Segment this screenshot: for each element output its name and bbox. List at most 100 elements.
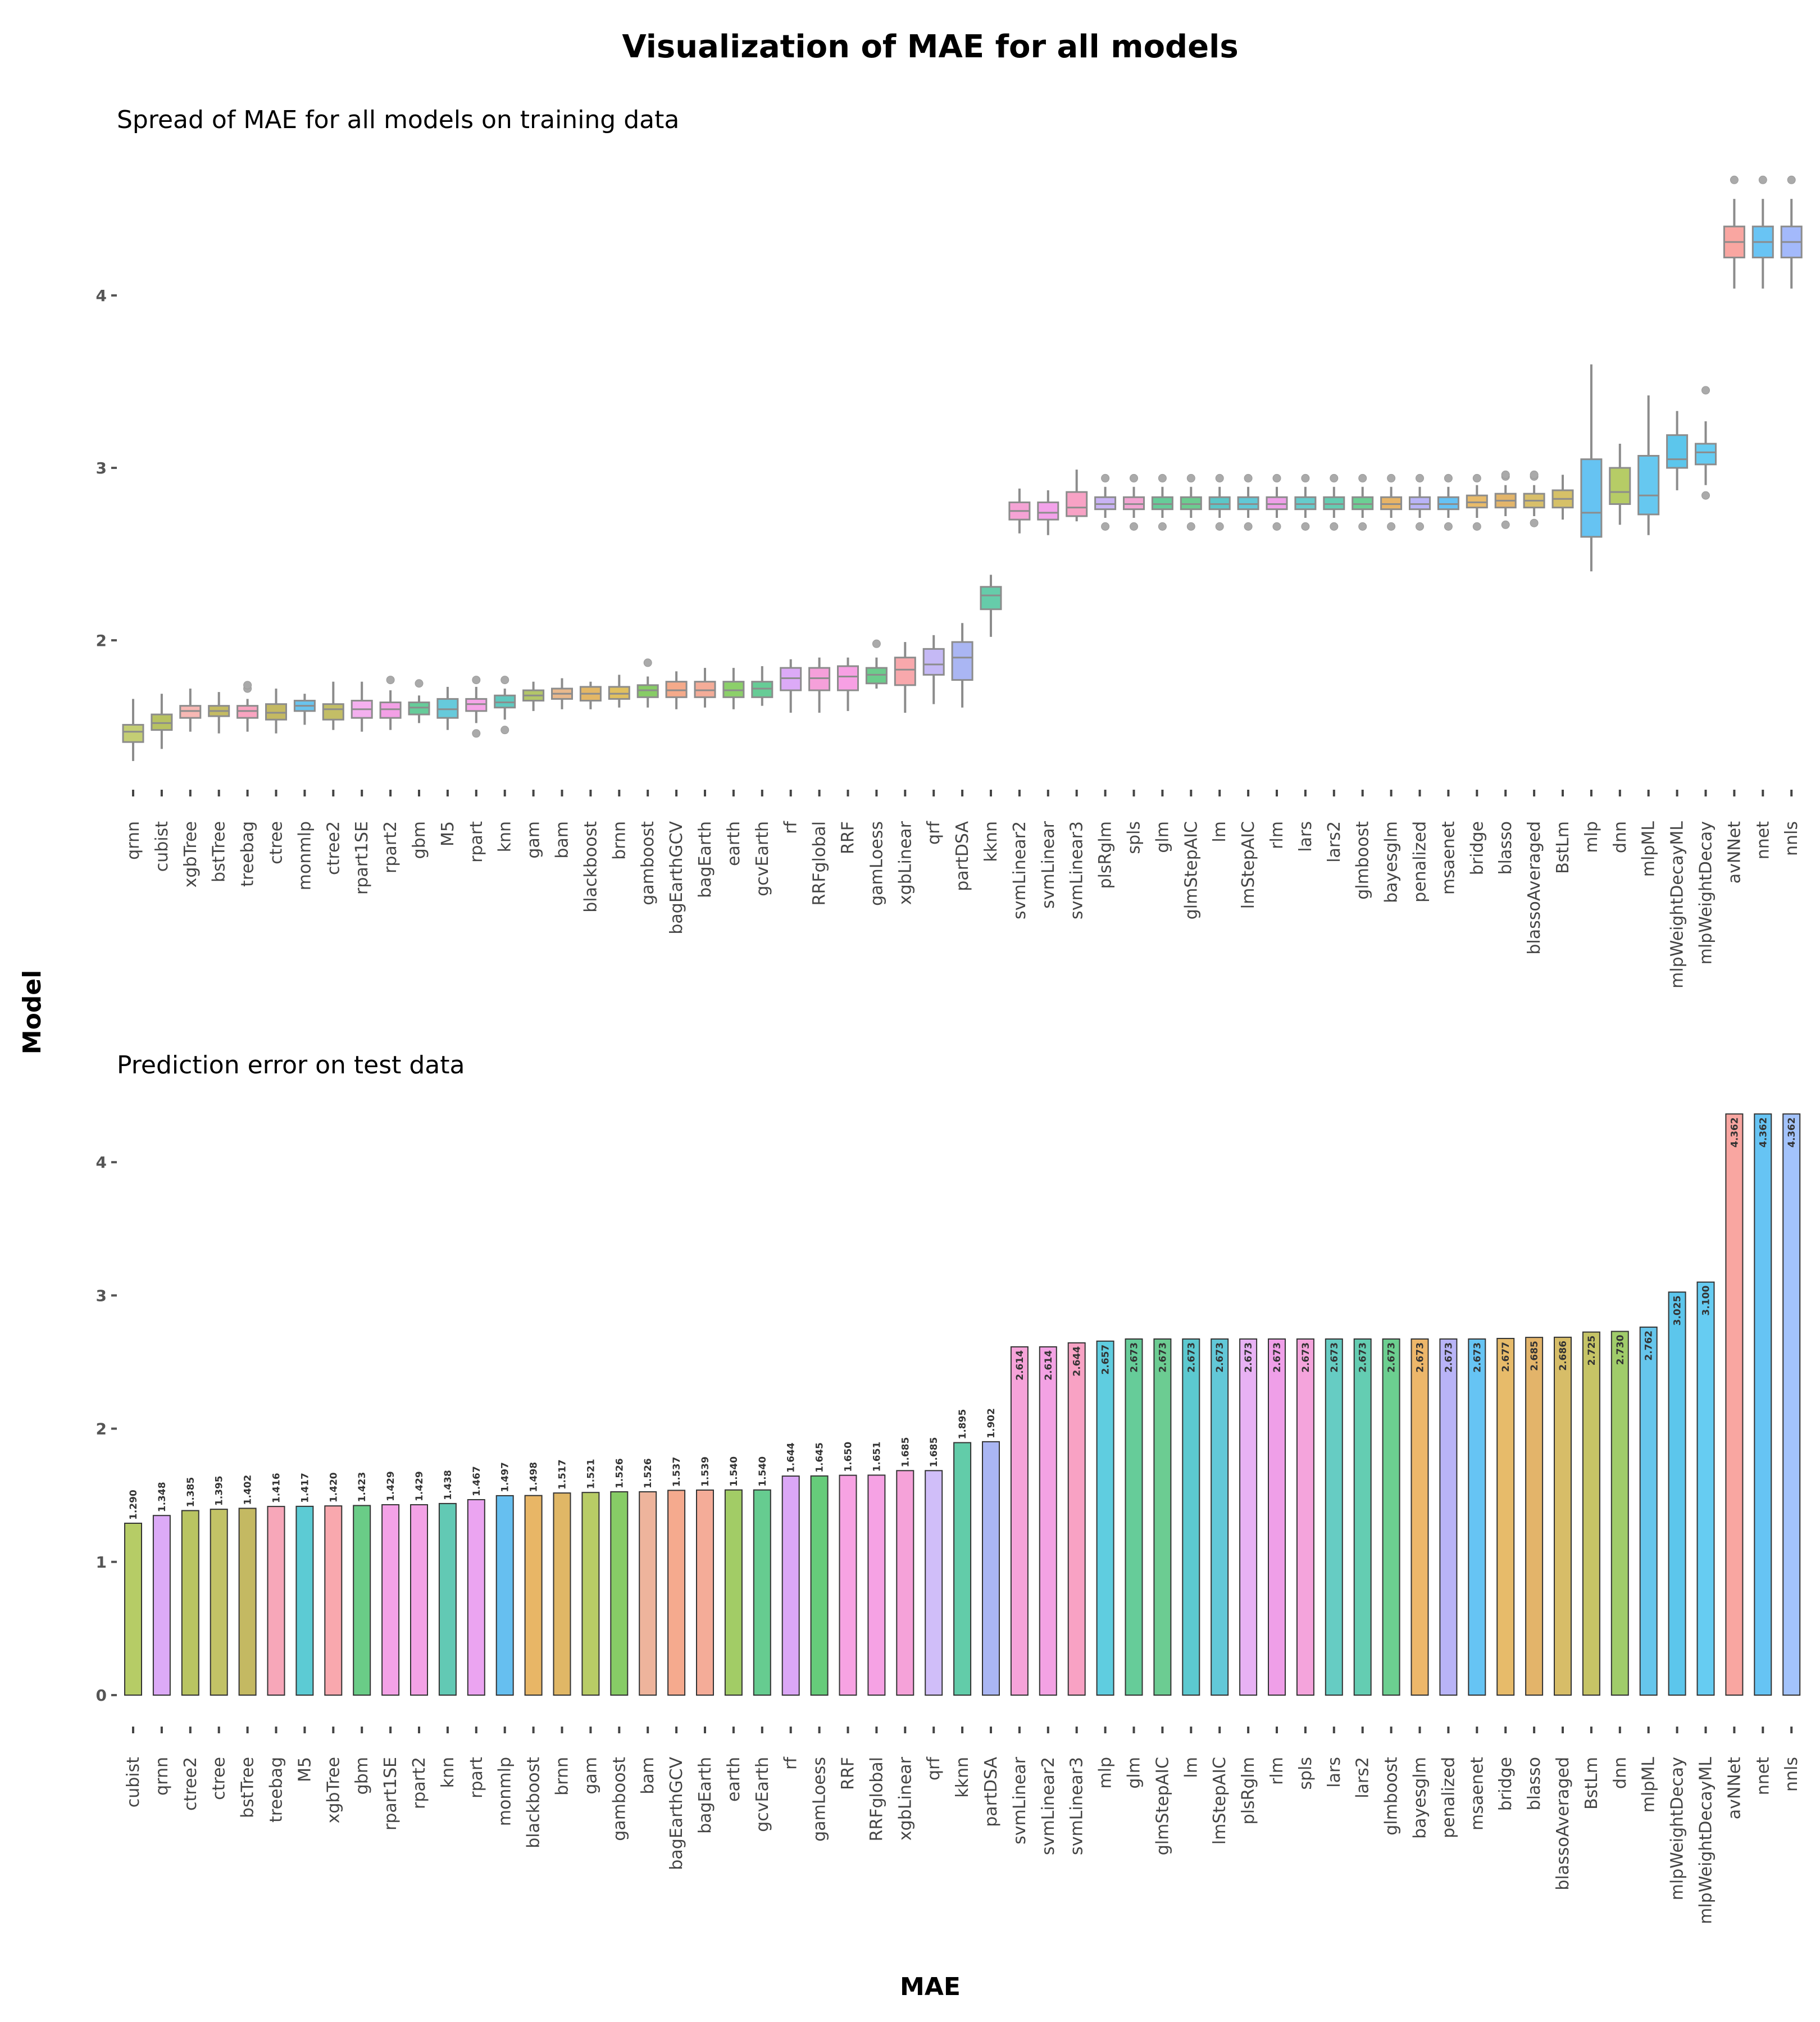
top-box-svmLinear3	[1066, 470, 1088, 522]
top-box-partDSA	[951, 623, 973, 708]
top-box-bayesglm	[1380, 473, 1403, 531]
bottom-bar-value-gbm: 1.423	[357, 1472, 368, 1502]
top-outlier-1	[501, 676, 509, 685]
top-box-body	[1437, 496, 1459, 511]
top-box-svmLinear2	[1008, 488, 1031, 534]
top-outlier-0	[1101, 522, 1110, 531]
top-box-xgbTree	[179, 688, 202, 732]
bottom-xtick-label-dnn: dnn	[1610, 1757, 1630, 1789]
top-box-body	[1123, 496, 1145, 511]
bottom-bar-nnet	[1754, 1113, 1772, 1696]
top-xtick-label-mlp: mlp	[1582, 821, 1601, 853]
top-xtick-label-M5: M5	[438, 821, 458, 846]
bottom-bar-qrf	[925, 1470, 943, 1696]
top-box-avNNet	[1723, 175, 1745, 289]
bottom-bar-spls	[1296, 1338, 1314, 1696]
bottom-bar-glm	[1125, 1338, 1143, 1696]
top-box-body	[322, 703, 344, 721]
top-outlier-1	[1387, 473, 1396, 482]
top-box-gam	[522, 681, 545, 711]
bottom-bar-value-treebag: 1.416	[271, 1473, 283, 1503]
top-xtick-label-dnn: dnn	[1610, 821, 1630, 853]
top-box-body	[951, 641, 973, 681]
top-xtick-label-glmboost: glmboost	[1353, 821, 1373, 900]
top-xtick-label-brnn: brnn	[609, 821, 629, 860]
top-box-body	[780, 667, 802, 691]
bottom-xtick-label-xgbLinear: xgbLinear	[895, 1756, 915, 1841]
bottom-xtick-label-brnn: brnn	[553, 1757, 572, 1796]
bottom-bar-bridge	[1496, 1338, 1515, 1696]
bottom-xtick-label-rpart1SE: rpart1SE	[381, 1757, 401, 1830]
top-outlier-1	[1444, 473, 1453, 482]
bottom-xtick-label-svmLinear3: svmLinear3	[1067, 1757, 1087, 1855]
bottom-xtick-label-mlpWeightDecayML: mlpWeightDecayML	[1696, 1757, 1716, 1924]
top-box-lars2	[1323, 473, 1345, 531]
bottom-bar-bam	[639, 1491, 657, 1696]
top-box-blackboost	[579, 681, 602, 709]
bottom-bar-rpart1SE	[381, 1504, 400, 1696]
bottom-bar-value-brnn: 1.517	[557, 1459, 568, 1490]
bottom-bar-blasso	[1525, 1337, 1544, 1696]
top-xtick-label-lars2: lars2	[1325, 821, 1344, 863]
bottom-bar-ctree2	[181, 1510, 199, 1696]
top-box-glm	[1151, 473, 1173, 531]
bottom-xtick-label-gamboost: gamboost	[609, 1757, 629, 1841]
figure-ylabel: Model	[18, 970, 47, 1054]
bottom-bar-RRF	[839, 1474, 857, 1696]
top-box-body	[1466, 494, 1488, 509]
top-box-glmStepAIC	[1180, 473, 1202, 531]
bottom-xtick-label-qrnn: qrnn	[152, 1757, 172, 1796]
top-xtick-label-mlpWeightDecayML: mlpWeightDecayML	[1668, 821, 1687, 989]
bottom-xtick-label-glmboost: glmboost	[1382, 1757, 1402, 1836]
top-box-gbm	[408, 679, 430, 723]
top-outlier-1	[1416, 473, 1424, 482]
bottom-bar-blassoAveraged	[1554, 1336, 1572, 1696]
top-box-body	[1180, 496, 1202, 511]
bottom-bar-value-glm: 2.673	[1129, 1342, 1140, 1373]
top-box-body	[179, 705, 202, 719]
bottom-xtick-label-nnls: nnls	[1782, 1757, 1801, 1792]
top-outlier-0	[1416, 522, 1424, 531]
top-xtick-label-lm: lm	[1210, 821, 1230, 842]
top-xtick-label-blasso: blasso	[1496, 821, 1516, 875]
top-box-body	[1666, 434, 1689, 469]
top-xtick-label-rf: rf	[781, 821, 801, 834]
top-box-body	[980, 586, 1002, 611]
top-xtick-label-ctree2: ctree2	[324, 821, 343, 875]
top-outlier-0	[1444, 522, 1453, 531]
top-outlier-2	[1501, 470, 1510, 479]
top-xtick-label-gcvEarth: gcvEarth	[753, 821, 772, 896]
bottom-bar-value-rpart2: 1.429	[414, 1471, 425, 1501]
top-outlier-0	[1272, 522, 1281, 531]
top-box-body	[1094, 496, 1117, 511]
bottom-xtick-label-kknn: kknn	[953, 1757, 972, 1798]
top-box-lmStepAIC	[1237, 473, 1259, 531]
bottom-bar-lm	[1182, 1338, 1200, 1696]
bottom-bar-dnn	[1610, 1331, 1629, 1696]
top-xtick-label-avNNet: avNNet	[1725, 821, 1744, 884]
bottom-xtick-label-M5: M5	[295, 1757, 315, 1782]
top-xtick-label-nnet: nnet	[1753, 821, 1773, 859]
top-xtick-label-svmLinear: svmLinear	[1039, 821, 1058, 909]
top-box-body	[465, 698, 488, 712]
bottom-xtick-label-ctree2: ctree2	[181, 1757, 201, 1811]
bottom-bar-value-RRFglobal: 1.651	[871, 1442, 882, 1472]
top-box-body	[494, 694, 516, 709]
top-xtick-label-kknn: kknn	[981, 821, 1001, 862]
top-box-body	[722, 681, 745, 698]
top-box-gamLoess	[865, 639, 888, 689]
bottom-xtick-label-gbm: gbm	[352, 1757, 372, 1795]
top-outlier-1	[1358, 473, 1367, 482]
bottom-bar-value-penalized: 2.673	[1443, 1342, 1454, 1373]
bottom-xtick-label-bstTree: bstTree	[238, 1757, 258, 1818]
bottom-bar-value-svmLinear: 2.614	[1014, 1350, 1026, 1381]
figure-title: Visualization of MAE for all models	[622, 29, 1238, 65]
top-outlier-0	[1787, 175, 1796, 184]
bottom-ytick-label-4: 4	[96, 1153, 107, 1172]
top-box-body	[265, 703, 287, 721]
bottom-bar-value-ctree2: 1.385	[185, 1477, 197, 1508]
bottom-xtick-label-lars: lars	[1325, 1757, 1344, 1788]
top-outlier-1	[243, 681, 252, 690]
top-xtick-label-blassoAveraged: blassoAveraged	[1525, 821, 1544, 955]
bottom-bar-lars	[1325, 1338, 1343, 1696]
